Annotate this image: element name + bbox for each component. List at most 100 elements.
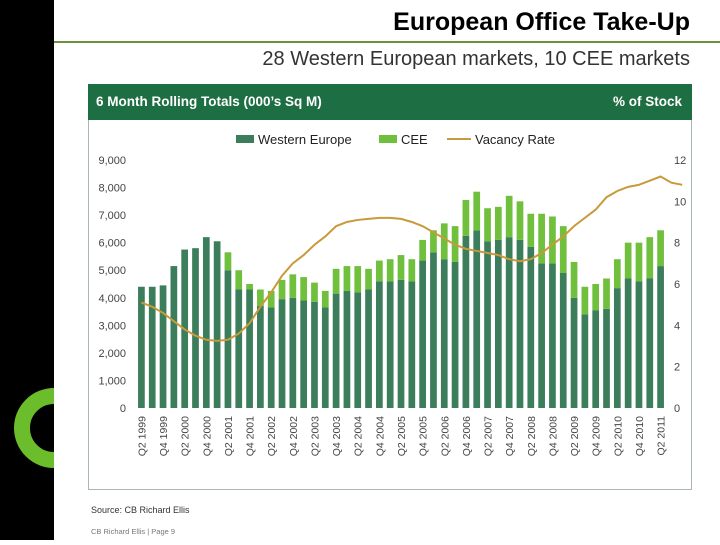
bar-western-europe	[559, 272, 567, 408]
bar-western-europe	[516, 239, 524, 408]
bar-cee	[365, 268, 372, 290]
bar-cee	[657, 230, 664, 267]
x-tick-label: Q2 2011	[656, 416, 668, 456]
bar-western-europe	[300, 300, 308, 408]
bar-cee	[484, 208, 491, 242]
x-tick-label: Q4 2001	[245, 416, 257, 456]
bar-western-europe	[624, 278, 632, 408]
legend-label-western-europe: Western Europe	[258, 132, 352, 147]
bar-western-europe	[376, 281, 383, 408]
bar-western-europe	[192, 248, 199, 408]
bar-cee	[613, 259, 621, 289]
bar-cee	[376, 260, 383, 282]
bar-western-europe	[657, 266, 664, 408]
legend-swatch-western-europe	[236, 135, 254, 143]
left-tick-label: 8,000	[98, 183, 126, 195]
right-tick-label: 10	[674, 196, 686, 208]
bar-western-europe	[419, 260, 426, 408]
bar-cee	[430, 230, 437, 253]
x-tick-label: Q2 2006	[439, 416, 451, 456]
bar-cee	[527, 213, 535, 247]
bar-cee	[462, 199, 470, 236]
bar-cee	[592, 284, 600, 311]
bar-cee	[538, 213, 545, 264]
bar-western-europe	[505, 237, 513, 408]
bar-western-europe	[462, 235, 470, 408]
right-tick-label: 2	[674, 362, 680, 374]
x-tick-label: Q4 2006	[461, 416, 473, 456]
bar-cee	[505, 195, 513, 238]
left-sidebar	[0, 0, 94, 540]
left-axis: 0 1,000 2,000 3,000 4,000 5,000 6,000 7,000 8,00…	[98, 155, 126, 415]
bar-cee	[267, 290, 275, 308]
left-axis-caption: 6 Month Rolling Totals (000’s Sq M)	[96, 94, 322, 109]
x-axis-labels: Q2 1999 Q4 1999 Q2 2000 Q4 2000 Q2 2001 Q4 20…	[136, 416, 667, 456]
x-tick-label: Q4 2008	[547, 416, 559, 456]
bar-western-europe	[538, 263, 545, 408]
right-axis: 0 2 4 6 8 10 12	[674, 155, 686, 415]
legend-label-vacancy-rate: Vacancy Rate	[475, 132, 555, 147]
take-up-chart: Western Europe CEE Vacancy Rate 0 1,000 2,00…	[98, 132, 686, 456]
title-divider	[54, 41, 720, 43]
bar-cee	[570, 261, 578, 298]
bar-cee	[603, 278, 610, 309]
bar-cee	[235, 270, 243, 290]
bar-western-europe	[159, 285, 167, 408]
bar-western-europe	[278, 299, 286, 408]
bar-cee	[397, 255, 405, 280]
bar-cee	[278, 279, 286, 300]
x-tick-label: Q4 1999	[158, 416, 170, 456]
bar-cee	[473, 191, 481, 231]
bar-cee	[646, 237, 654, 279]
x-tick-label: Q2 2009	[569, 416, 581, 456]
bar-western-europe	[365, 289, 372, 408]
right-tick-label: 0	[674, 403, 680, 415]
bar-western-europe	[386, 281, 394, 408]
left-tick-label: 1,000	[98, 375, 126, 387]
bar-cee	[408, 259, 416, 282]
right-axis-caption: % of Stock	[612, 94, 682, 109]
bar-cee	[516, 201, 524, 240]
x-tick-label: Q2 2010	[612, 416, 624, 456]
logo-ring-icon	[14, 388, 94, 468]
bar-western-europe	[311, 301, 318, 408]
source-note: Source: CB Richard Ellis	[91, 505, 190, 515]
vacancy-rate-polyline	[141, 175, 683, 342]
bar-western-europe	[473, 230, 481, 408]
vacancy-rate-line	[141, 175, 683, 342]
bar-western-europe	[494, 239, 502, 408]
left-tick-label: 7,000	[98, 210, 126, 222]
bar-cee	[289, 274, 297, 298]
slide-subtitle: 28 Western European markets, 10 CEE mark…	[262, 48, 690, 70]
bar-western-europe	[613, 288, 621, 408]
bar-western-europe	[451, 261, 459, 408]
bar-western-europe	[343, 290, 351, 408]
left-tick-label: 9,000	[98, 155, 126, 167]
bar-western-europe	[581, 314, 589, 408]
bar-cee	[246, 284, 253, 290]
chart-legend: Western Europe CEE Vacancy Rate	[236, 132, 555, 147]
bar-western-europe	[213, 241, 221, 408]
bar-western-europe	[408, 281, 416, 408]
left-tick-label: 6,000	[98, 238, 126, 250]
right-tick-label: 12	[674, 155, 686, 167]
bar-western-europe	[170, 266, 178, 408]
bar-western-europe	[570, 297, 578, 408]
right-tick-label: 4	[674, 320, 680, 332]
left-tick-label: 3,000	[98, 320, 126, 332]
bar-cee	[386, 259, 394, 282]
bar-western-europe	[430, 252, 437, 408]
x-tick-label: Q2 2000	[180, 416, 192, 456]
right-tick-label: 6	[674, 279, 680, 291]
left-tick-label: 5,000	[98, 265, 126, 277]
bar-western-europe	[603, 308, 610, 408]
x-tick-label: Q2 2005	[396, 416, 408, 456]
bar-cee	[300, 277, 308, 301]
bar-western-europe	[440, 259, 448, 408]
bar-western-europe	[267, 307, 275, 408]
chart-header-bar: 6 Month Rolling Totals (000’s Sq M) % of…	[88, 84, 692, 120]
bar-western-europe	[138, 286, 145, 408]
right-tick-label: 8	[674, 238, 680, 250]
bar-western-europe	[549, 263, 556, 408]
bar-western-europe	[592, 310, 600, 408]
